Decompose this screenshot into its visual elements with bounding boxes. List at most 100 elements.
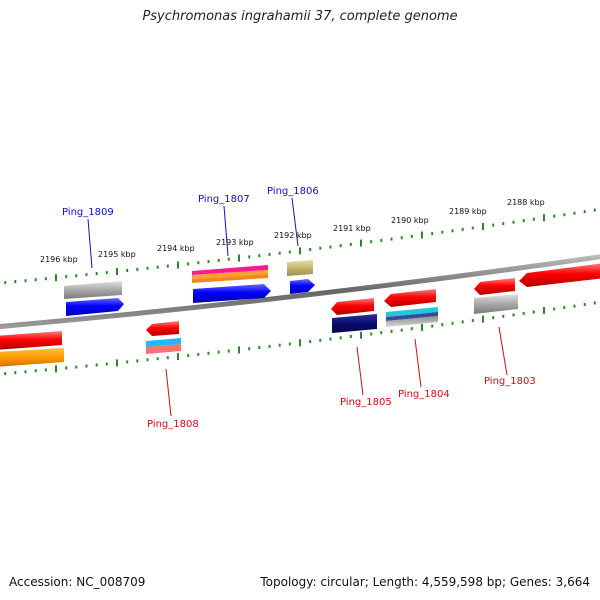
minor-tick [146, 358, 149, 362]
gene-label-ping-1803[interactable]: Ping_1803 [484, 376, 536, 387]
gene-feature[interactable] [193, 284, 271, 303]
gene-feature[interactable] [386, 312, 438, 321]
minor-tick [248, 347, 251, 351]
callout-line [291, 197, 299, 247]
minor-tick [563, 306, 566, 309]
gene-label-ping-1807[interactable]: Ping_1807 [198, 194, 250, 205]
major-tick [421, 323, 423, 331]
gene-feature[interactable] [331, 298, 374, 315]
minor-tick [502, 314, 505, 318]
gene-feature[interactable] [192, 270, 268, 279]
minor-tick [248, 255, 251, 259]
minor-tick [95, 363, 98, 367]
minor-tick [227, 349, 230, 353]
gene-feature[interactable] [519, 263, 600, 287]
tick-label: 2194 kbp [157, 244, 195, 253]
minor-tick [24, 279, 27, 283]
minor-tick [573, 304, 576, 308]
minor-tick [288, 250, 291, 254]
gene-feature[interactable] [66, 298, 124, 316]
minor-tick [4, 372, 7, 376]
gene-feature[interactable] [474, 294, 518, 314]
scale-ticks [4, 208, 596, 376]
gene-feature[interactable] [290, 279, 315, 294]
gene-label-ping-1809[interactable]: Ping_1809 [62, 207, 114, 218]
gene-feature[interactable] [0, 348, 64, 367]
minor-tick [502, 222, 505, 226]
major-tick [238, 346, 240, 354]
gene-feature[interactable] [192, 274, 268, 283]
gene-label-ping-1805[interactable]: Ping_1805 [340, 397, 392, 408]
minor-tick [329, 245, 332, 249]
minor-tick [461, 320, 464, 324]
minor-tick [380, 238, 383, 242]
minor-tick [268, 344, 271, 348]
gene-labels: Ping_1809 Ping_1807 Ping_1806 Ping_1808 … [62, 186, 536, 430]
gene-label-ping-1808[interactable]: Ping_1808 [147, 419, 199, 430]
minor-tick [14, 371, 17, 375]
minor-tick [126, 269, 129, 272]
gene-callouts [87, 197, 508, 417]
callout-line [223, 205, 229, 257]
tick-label: 2190 kbp [391, 216, 429, 225]
gene-feature[interactable] [146, 344, 181, 354]
minor-tick [258, 346, 261, 349]
major-tick [543, 307, 545, 314]
minor-tick [105, 271, 108, 275]
minor-tick [441, 230, 444, 234]
minor-tick [75, 274, 78, 278]
major-tick [482, 315, 484, 323]
minor-tick [431, 232, 434, 236]
minor-tick [75, 365, 78, 369]
gene-feature[interactable] [332, 314, 377, 333]
minor-tick [532, 217, 535, 221]
gene-feature[interactable] [146, 321, 179, 336]
minor-tick [349, 242, 352, 246]
gene-label-ping-1804[interactable]: Ping_1804 [398, 389, 450, 400]
minor-tick [593, 301, 596, 305]
gene-feature[interactable] [384, 289, 436, 307]
gene-feature[interactable] [0, 331, 62, 350]
minor-tick [197, 261, 200, 265]
gene-feature[interactable] [64, 281, 122, 299]
major-tick [116, 359, 118, 367]
minor-tick [451, 321, 454, 325]
major-tick [177, 353, 179, 361]
minor-tick [583, 303, 586, 306]
gene-feature[interactable] [386, 316, 438, 327]
minor-tick [14, 280, 17, 284]
minor-tick [583, 210, 586, 214]
gene-feature[interactable] [287, 260, 313, 276]
minor-tick [166, 356, 169, 360]
minor-tick [339, 336, 342, 340]
minor-tick [166, 264, 169, 268]
gene-feature[interactable] [474, 278, 515, 295]
minor-tick [309, 248, 312, 251]
minor-tick [532, 310, 535, 314]
minor-tick [34, 369, 37, 373]
major-tick [177, 261, 179, 269]
minor-tick [451, 229, 454, 233]
minor-tick [339, 244, 342, 248]
major-tick [55, 274, 57, 282]
minor-tick [492, 223, 495, 227]
minor-tick [85, 273, 88, 277]
accession-text: Accession: NC_008709 [9, 575, 146, 589]
minor-tick [461, 227, 464, 231]
genome-summary-text: Topology: circular; Length: 4,559,598 bp… [260, 575, 590, 589]
gene-feature[interactable] [386, 307, 438, 317]
minor-tick [44, 277, 47, 281]
minor-tick [522, 219, 525, 223]
minor-tick [207, 351, 210, 355]
gene-feature[interactable] [192, 265, 268, 275]
minor-tick [410, 327, 413, 331]
minor-tick [380, 331, 383, 335]
minor-tick [217, 350, 220, 354]
minor-tick [390, 237, 393, 241]
minor-tick [431, 324, 434, 328]
minor-tick [410, 234, 413, 238]
gene-label-ping-1806[interactable]: Ping_1806 [267, 186, 319, 197]
reverse-genes [0, 278, 518, 367]
